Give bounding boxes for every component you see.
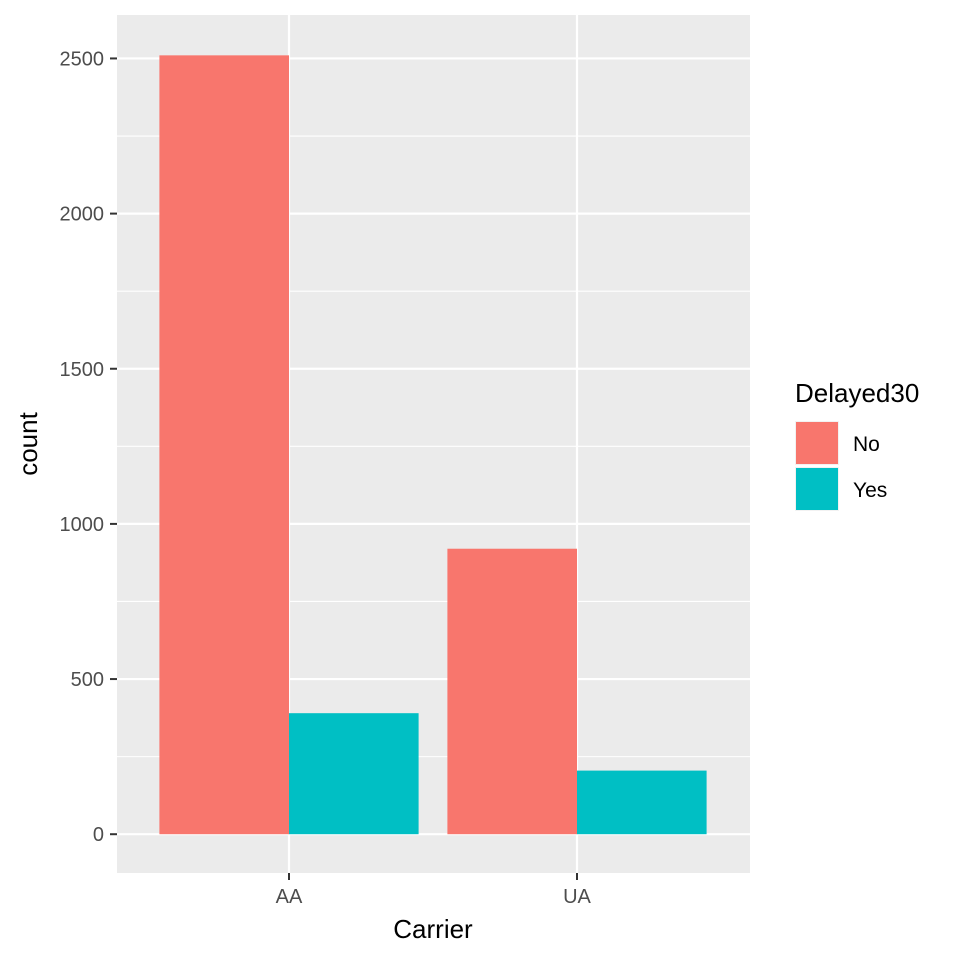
y-tick-label: 0: [93, 824, 104, 846]
y-tick-label: 1500: [60, 359, 105, 381]
legend-swatch-yes: [796, 468, 838, 510]
bar-yes-aa: [289, 713, 419, 835]
y-axis-title: count: [13, 411, 43, 475]
legend-title: Delayed30: [795, 378, 919, 408]
y-tick-label: 2000: [60, 204, 105, 226]
bar-yes-ua: [577, 770, 707, 835]
x-axis-title: Carrier: [393, 914, 473, 944]
bar-no-ua: [447, 548, 577, 835]
legend-label-no: No: [853, 433, 880, 456]
legend: Delayed30 No Yes: [795, 378, 919, 511]
bar-no-aa: [159, 55, 289, 835]
legend-swatch-no: [796, 422, 838, 464]
x-tick-label: AA: [276, 886, 303, 908]
y-axis: 0 500 1000 1500 2000 2500: [60, 48, 117, 846]
y-tick-label: 1000: [60, 514, 105, 536]
x-tick-label: UA: [563, 886, 591, 908]
y-tick-label: 500: [71, 669, 104, 691]
legend-label-yes: Yes: [853, 479, 887, 502]
bars: [159, 55, 707, 835]
y-tick-label: 2500: [60, 48, 105, 70]
x-axis: AA UA: [276, 873, 592, 908]
